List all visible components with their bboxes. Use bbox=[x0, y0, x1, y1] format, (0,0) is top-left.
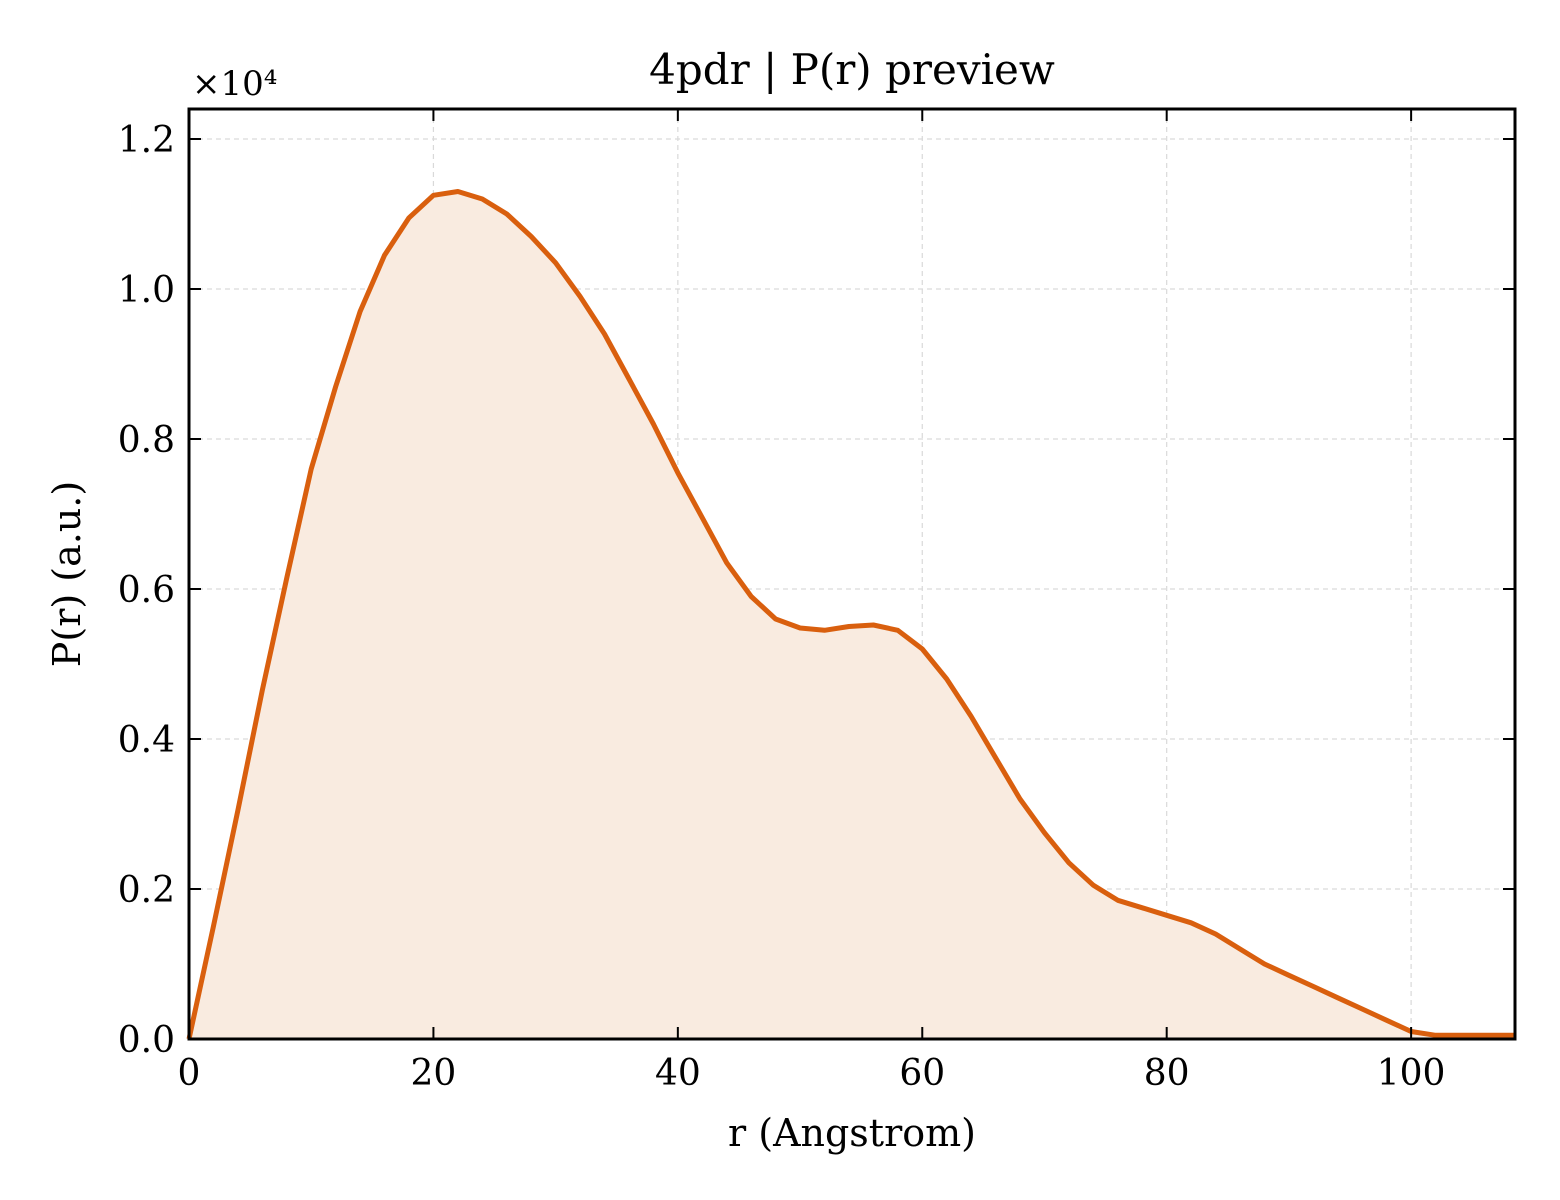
y-tick-label: 0.2 bbox=[118, 870, 175, 911]
chart-title: 4pdr | P(r) preview bbox=[649, 45, 1055, 94]
x-tick-label: 60 bbox=[899, 1053, 945, 1094]
y-tick-label: 1.2 bbox=[118, 120, 175, 161]
y-tick-label: 0.4 bbox=[118, 720, 175, 761]
y-tick-label: 1.0 bbox=[118, 270, 175, 311]
x-tick-label: 80 bbox=[1144, 1053, 1190, 1094]
x-tick-label: 20 bbox=[411, 1053, 457, 1094]
y-offset-label: ×10⁴ bbox=[192, 64, 277, 104]
plot-frame bbox=[187, 107, 1517, 1041]
y-tick-label: 0.0 bbox=[118, 1020, 175, 1061]
x-tick-label: 40 bbox=[655, 1053, 701, 1094]
y-tick-label: 0.6 bbox=[118, 570, 175, 611]
ticks-layer bbox=[188, 109, 1515, 1040]
y-axis-title: P(r) (a.u.) bbox=[45, 481, 89, 667]
x-tick-label: 0 bbox=[178, 1053, 201, 1094]
labels-layer: 0 20 40 60 80 100 0.0 0.2 0.4 0.6 0.8 1.0 1.2 bbox=[118, 120, 1446, 1094]
x-axis-title: r (Angstrom) bbox=[728, 1111, 976, 1155]
series-line bbox=[186, 189, 1515, 1040]
area-fill bbox=[189, 191, 1515, 1039]
x-tick-label: 100 bbox=[1377, 1053, 1446, 1094]
y-tick-label: 0.8 bbox=[118, 420, 175, 461]
